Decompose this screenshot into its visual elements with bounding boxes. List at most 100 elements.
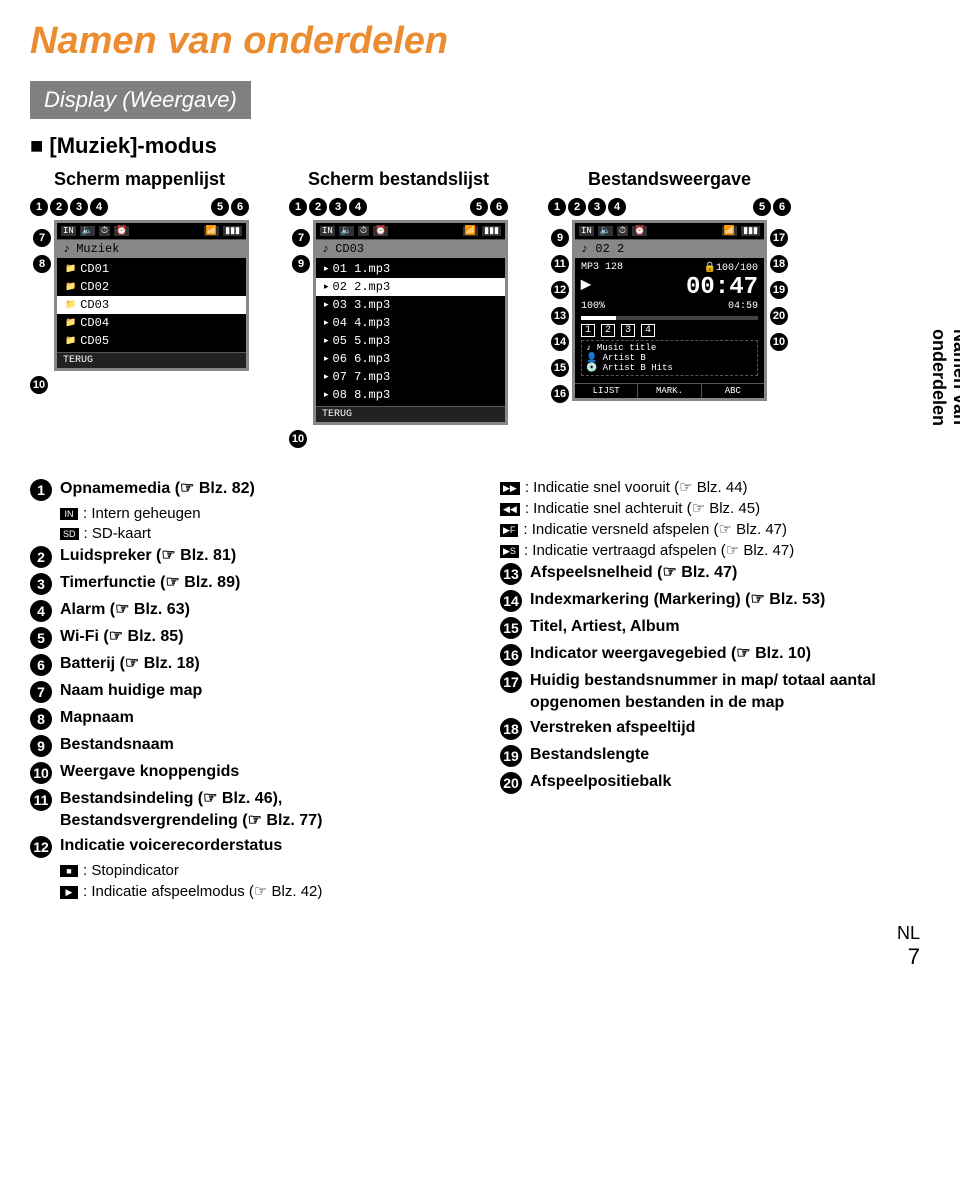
speed-pct: 100% [581,301,605,312]
legend-sub-item: ▶F: Indicatie versneld afspelen (☞ Blz. … [500,520,930,538]
callout-marker: 10 [770,333,788,351]
callout-marker: 4 [90,198,108,216]
legend-item: 8Mapnaam [30,707,460,730]
legend-text: Indicator weergavegebied (☞ Blz. 10) [530,643,811,665]
callout-marker: 5 [211,198,229,216]
callout-marker: 6 [490,198,508,216]
callout-marker: 5 [470,198,488,216]
page-footer: NL 7 [30,923,930,970]
list-item: 05 5.mp3 [316,332,505,350]
list-item: CD02 [57,278,246,296]
soft-button: ABC [702,384,764,398]
legend-text: Timerfunctie (☞ Blz. 89) [60,572,240,594]
track-title: Music title [597,343,656,353]
callout-marker: 6 [773,198,791,216]
legend: 1Opnamemedia (☞ Blz. 82)IN: Intern geheu… [30,478,930,903]
legend-left-column: 1Opnamemedia (☞ Blz. 82)IN: Intern geheu… [30,478,460,903]
legend-item: 1 Opnamemedia (☞ Blz. 82) [30,478,460,501]
callout-marker: 16 [500,644,522,666]
legend-item: 14Indexmarkering (Markering) (☞ Blz. 53) [500,589,930,612]
status-bar: IN🔈⏱⏰📶▮▮▮ [575,223,764,240]
callout-marker: 18 [500,718,522,740]
screen-file-view: Bestandsweergave 1234 56 9111213141516 I… [548,169,791,404]
callout-marker: 17 [500,671,522,693]
callout-marker: 12 [551,281,569,299]
callout-marker: 7 [30,681,52,703]
screen-file-list: Scherm bestandslijst 1234 56 79 IN🔈⏱⏰📶▮▮… [289,169,508,448]
legend-right-column: ▶▶: Indicatie snel vooruit (☞ Blz. 44)◀◀… [500,478,930,903]
file-list: 01 1.mp302 2.mp303 3.mp304 4.mp305 5.mp3… [316,258,505,406]
device-screen-a: IN🔈⏱⏰📶▮▮▮ Muziek CD01CD02CD03CD04CD05 TE… [54,220,249,371]
progress-bar [581,316,758,320]
callout-marker: 16 [551,385,569,403]
screen-b-label: Scherm bestandslijst [308,169,489,190]
callout-marker: 9 [292,255,310,273]
callout-marker: 2 [309,198,327,216]
screen-b-top-callouts: 1234 56 [289,198,508,216]
list-item: 04 4.mp3 [316,314,505,332]
status-icon: ▶F [500,524,518,537]
callout-marker: 12 [30,836,52,858]
callout-marker: 2 [568,198,586,216]
legend-text: Afspeelsnelheid (☞ Blz. 47) [530,562,737,584]
legend-text: Weergave knoppengids [60,761,239,783]
screen-folder-list: Scherm mappenlijst 1234 56 7 8 IN🔈⏱⏰📶▮▮▮ … [30,169,249,394]
index-marker: 4 [641,324,655,337]
legend-sub-item: ▶▶: Indicatie snel vooruit (☞ Blz. 44) [500,478,930,496]
callout-marker: 11 [30,789,52,811]
index-marker: 1 [581,324,595,337]
callout-marker: 4 [30,600,52,622]
callout-marker: 7 [33,229,51,247]
callout-marker: 1 [30,198,48,216]
legend-text: Opnamemedia (☞ Blz. 82) [60,478,255,500]
index-marker: 2 [601,324,615,337]
callout-marker: 17 [770,229,788,247]
legend-item: 7 Naam huidige map [30,680,460,703]
status-icon: SD [60,528,79,540]
legend-sub-item: ▶S: Indicatie vertraagd afspelen (☞ Blz.… [500,541,930,559]
legend-text: Bestandsindeling (☞ Blz. 46), Bestandsve… [60,788,460,831]
status-icon: ■ [60,865,78,877]
legend-item: 16 Indicator weergavegebied (☞ Blz. 10) [500,643,930,666]
callout-marker: 3 [588,198,606,216]
folder-list: CD01CD02CD03CD04CD05 [57,258,246,352]
status-bar: IN🔈⏱⏰📶▮▮▮ [316,223,505,240]
legend-text: Bestandsnaam [60,734,174,756]
status-icon: ▶▶ [500,482,520,495]
legend-item: 13 Afspeelsnelheid (☞ Blz. 47) [500,562,930,585]
page-number: 7 [30,944,920,970]
soft-button: MARK. [638,384,701,398]
screen-a-label: Scherm mappenlijst [54,169,225,190]
legend-sub-item: ■: Stopindicator [60,862,460,879]
elapsed-time: 00:47 [686,274,758,301]
format-badge: MP3 128 [581,262,623,274]
callout-marker: 13 [500,563,522,585]
legend-text: Naam huidige map [60,680,202,702]
legend-item: 4 Alarm (☞ Blz. 63) [30,599,460,622]
folder-header: Muziek [57,240,246,258]
track-artist: Artist B [603,353,646,363]
callout-marker: 3 [30,573,52,595]
callout-marker: 4 [608,198,626,216]
callout-marker: 9 [551,229,569,247]
screen-a-top-callouts: 1234 56 [30,198,249,216]
callout-marker: 10 [289,430,307,448]
legend-text: Bestandslengte [530,744,649,766]
legend-text: Wi-Fi (☞ Blz. 85) [60,626,184,648]
legend-text: Alarm (☞ Blz. 63) [60,599,190,621]
page-title: Namen van onderdelen [30,20,930,63]
legend-sub-item: SD: SD-kaart [60,525,460,542]
screens-row: Scherm mappenlijst 1234 56 78 IN🔈⏱⏰📶▮▮▮ … [30,169,930,448]
status-icon: IN [60,508,78,520]
callout-marker: 15 [551,359,569,377]
callout-marker: 18 [770,255,788,273]
legend-text: Afspeelpositiebalk [530,771,671,793]
track-album: Artist B Hits [603,363,673,373]
list-item: 06 6.mp3 [316,350,505,368]
callout-marker: 8 [33,255,51,273]
callout-marker: 1 [30,479,52,501]
list-item: CD05 [57,332,246,350]
status-icon: ▶S [500,545,519,558]
side-tab-label: Namen van onderdelen [928,329,960,448]
play-icon: ▶ [581,274,591,294]
